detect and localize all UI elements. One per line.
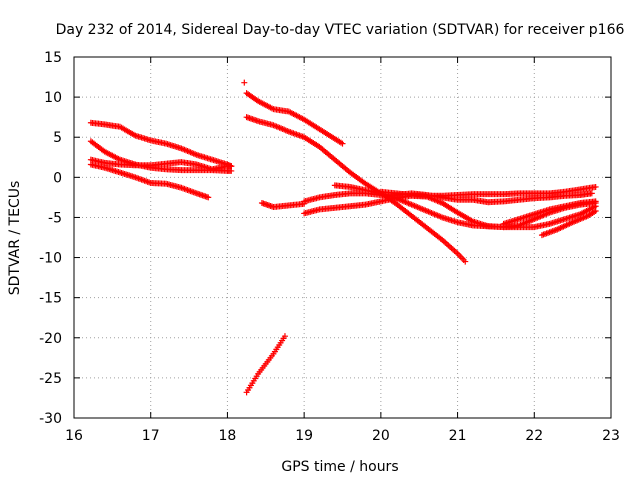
data-point bbox=[241, 79, 248, 86]
data-point bbox=[588, 190, 595, 197]
grid-lines bbox=[74, 57, 611, 418]
y-tick-label: -10 bbox=[39, 251, 62, 267]
plot-frame bbox=[73, 56, 612, 419]
chart-title: Day 232 of 2014, Sidereal Day-to-day VTE… bbox=[56, 22, 625, 38]
y-tick-label: -5 bbox=[48, 210, 62, 226]
data-point bbox=[462, 258, 469, 265]
series-track bbox=[500, 198, 599, 227]
y-tick-label: 10 bbox=[44, 90, 62, 106]
y-axis-label: SDTVAR / TECUs bbox=[7, 181, 23, 296]
series-track bbox=[243, 333, 288, 396]
y-tick-label: -25 bbox=[39, 371, 62, 387]
x-tick-label: 23 bbox=[602, 428, 620, 444]
y-tick-label: 5 bbox=[53, 130, 62, 146]
series-track bbox=[538, 208, 599, 239]
x-tick-label: 16 bbox=[65, 428, 83, 444]
y-tick-label: -30 bbox=[39, 411, 62, 427]
data-point bbox=[228, 163, 235, 170]
y-tick-label: -20 bbox=[39, 331, 62, 347]
data-points bbox=[87, 79, 599, 396]
x-tick-label: 19 bbox=[295, 428, 313, 444]
data-point bbox=[592, 208, 599, 215]
data-point bbox=[339, 140, 346, 147]
x-tick-label: 18 bbox=[219, 428, 237, 444]
series-track bbox=[377, 183, 599, 199]
data-point bbox=[592, 183, 599, 190]
x-tick-label: 17 bbox=[142, 428, 160, 444]
data-point bbox=[592, 198, 599, 205]
x-tick-label: 22 bbox=[525, 428, 543, 444]
x-tick-label: 21 bbox=[449, 428, 467, 444]
data-point bbox=[205, 194, 212, 201]
y-tick-label: -15 bbox=[39, 291, 62, 307]
series-track bbox=[87, 161, 212, 201]
series-track bbox=[243, 90, 346, 147]
y-tick-label: 0 bbox=[53, 170, 62, 186]
y-tick-label: 15 bbox=[44, 50, 62, 66]
data-point bbox=[281, 333, 288, 340]
x-tick-label: 20 bbox=[372, 428, 390, 444]
series-track bbox=[258, 200, 308, 211]
axis-ticks: 16 17 18 19 20 21 22 23 15 10 5 0 -5 -10 -15 -20 -25 -30 bbox=[39, 50, 620, 444]
x-axis-label: GPS time / hours bbox=[281, 459, 398, 475]
series-track bbox=[87, 156, 235, 173]
